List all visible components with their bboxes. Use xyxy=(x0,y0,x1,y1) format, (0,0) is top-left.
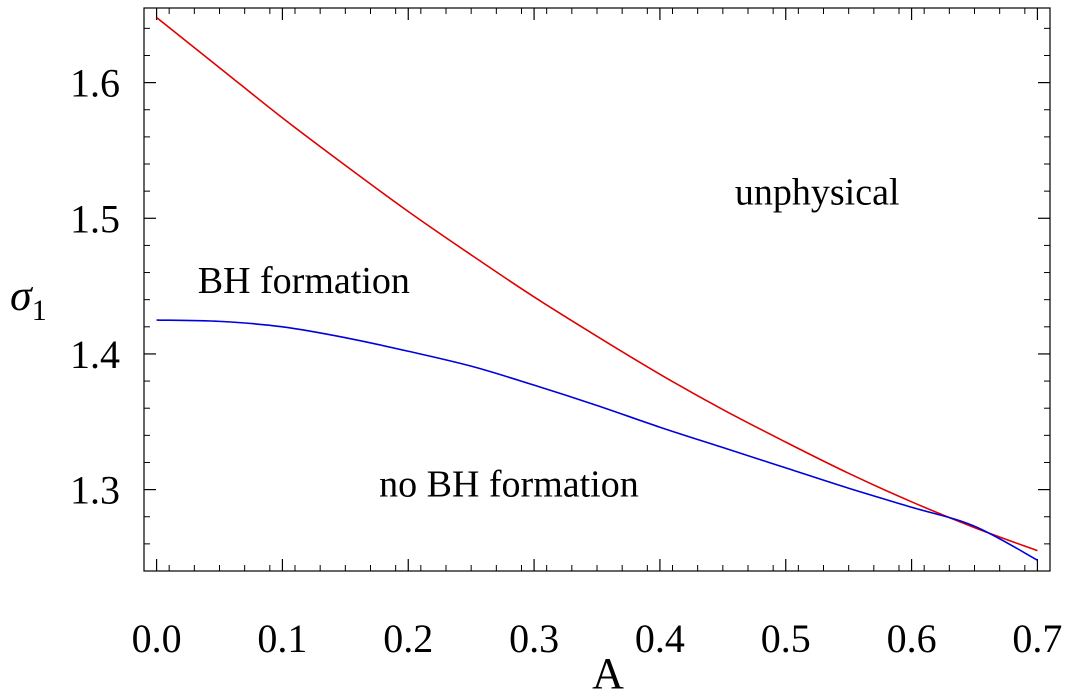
x-tick-label: 0.5 xyxy=(761,616,811,661)
y-tick-label: 1.5 xyxy=(70,196,120,241)
x-axis-label: A xyxy=(592,649,624,696)
region-label: unphysical xyxy=(735,172,900,214)
x-tick-label: 0.1 xyxy=(257,616,307,661)
y-axis-label: σ1 xyxy=(10,271,47,327)
y-tick-label: 1.6 xyxy=(70,61,120,106)
series-line-2 xyxy=(156,319,1038,561)
x-tick-label: 0.0 xyxy=(132,616,182,661)
x-tick-label: 0.4 xyxy=(635,616,685,661)
x-tick-label: 0.2 xyxy=(383,616,433,661)
series-layer xyxy=(156,16,1038,561)
region-label: BH formation xyxy=(198,260,410,302)
x-tick-label: 0.7 xyxy=(1012,616,1062,661)
y-axis-label-symbol: σ xyxy=(10,271,34,320)
axis-ticks xyxy=(143,8,1051,572)
x-tick-label: 0.3 xyxy=(509,616,559,661)
series-line-1 xyxy=(156,16,1038,552)
annotations-layer: unphysical BH formation no BH formation xyxy=(198,172,900,506)
y-tick-label: 1.3 xyxy=(70,468,120,513)
y-axis-label-subscript: 1 xyxy=(32,294,47,327)
tick-labels-layer: 0.0 0.1 0.2 0.3 0.4 0.5 0.6 0.7 1.3 1.4 1.5 1.6 xyxy=(70,61,1062,661)
y-tick-label: 1.4 xyxy=(70,332,120,377)
region-label: no BH formation xyxy=(379,463,639,505)
x-tick-label: 0.6 xyxy=(887,616,937,661)
